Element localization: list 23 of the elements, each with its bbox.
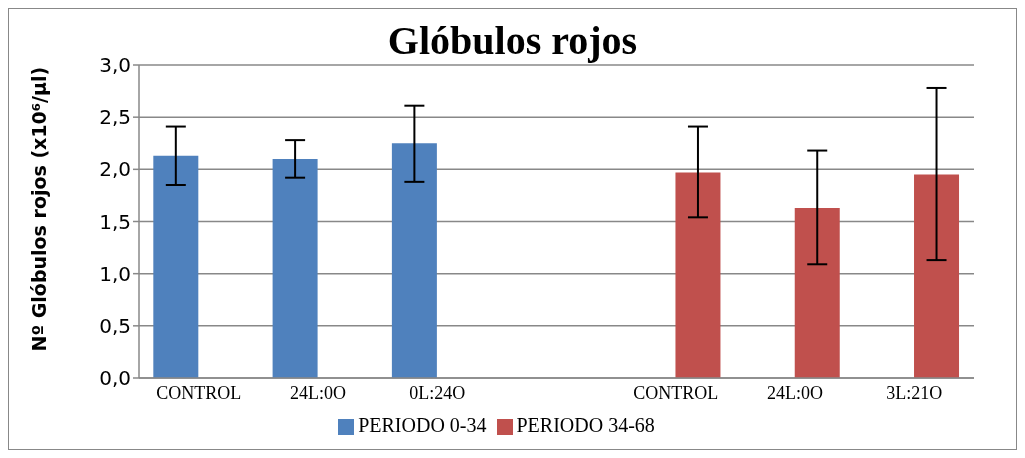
bar [675,172,721,378]
x-tick-label: 3L:21O [886,382,943,403]
x-tick-label: 24L:0O [289,382,346,403]
y-tick-label: 2,5 [99,105,131,130]
y-tick-label: 3,0 [99,53,131,78]
y-tick-label: 1,5 [99,209,131,234]
x-tick-label: CONTROL [156,382,242,403]
x-tick-label: 0L:24O [409,382,466,403]
legend-label: PERIODO 0-34 [358,414,487,436]
bar [153,155,199,378]
y-axis-title: Nº Glóbulos rojos (x10⁶/µl) [27,66,50,352]
chart-title: Glóbulos rojos [387,18,638,63]
bar [794,207,840,378]
y-tick-label: 2,0 [99,157,131,182]
legend-label: PERIODO 34-68 [516,414,655,436]
bar [272,158,318,378]
bar [914,174,960,378]
y-tick-label: 1,0 [99,261,131,286]
x-tick-label: 24L:0O [767,382,824,403]
y-tick-label: 0,5 [99,313,131,338]
bar [391,143,437,378]
y-tick-label: 0,0 [99,366,131,391]
x-tick-label: CONTROL [633,382,719,403]
